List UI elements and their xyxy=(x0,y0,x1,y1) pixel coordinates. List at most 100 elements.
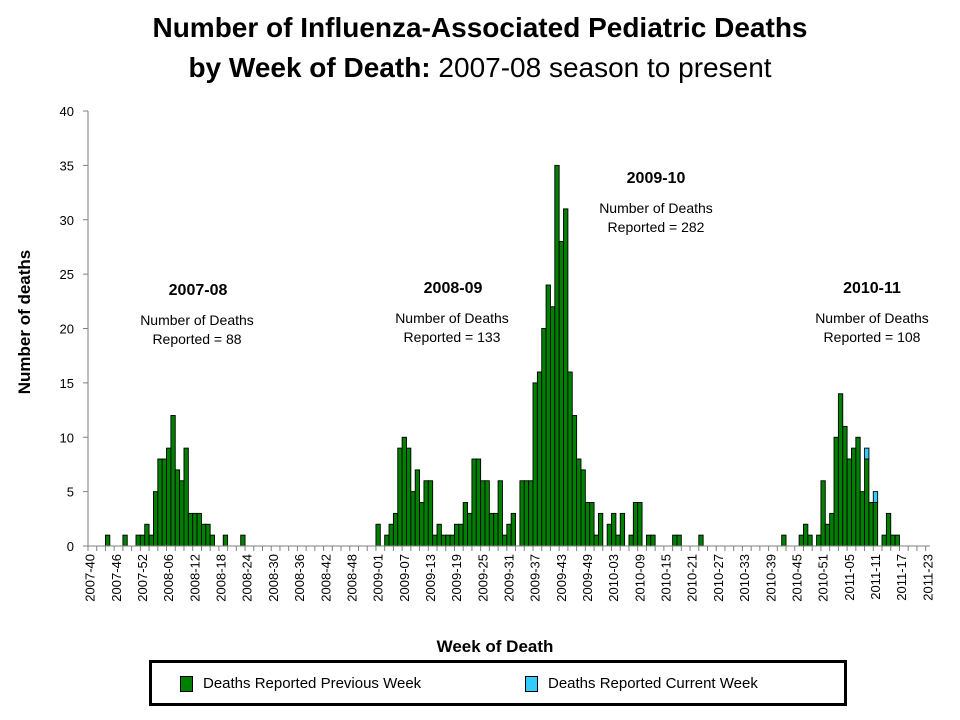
bar-previous-week xyxy=(536,371,543,547)
bar-previous-week xyxy=(506,523,512,547)
bar-previous-week xyxy=(837,393,844,547)
bar-previous-week xyxy=(480,480,486,547)
bar-previous-week xyxy=(187,512,194,547)
x-tick-label: 2010-03 xyxy=(606,554,621,602)
chart-title-line2: by Week of Death: 2007-08 season to pres… xyxy=(0,52,960,84)
bar-previous-week xyxy=(414,469,421,547)
bar-current-week xyxy=(864,447,870,460)
annotation-2010-11: 2010-11 Number of Deaths Reported = 108 xyxy=(815,280,929,345)
x-tick-label: 2008-12 xyxy=(187,554,202,602)
bar-previous-week xyxy=(846,458,852,547)
bar-previous-week xyxy=(881,534,887,547)
bar-previous-week xyxy=(122,534,128,547)
x-tick-label: 2008-48 xyxy=(344,554,359,602)
bar-previous-week xyxy=(445,534,451,547)
annotation-line2: Reported = 133 xyxy=(404,329,501,345)
bar-previous-week xyxy=(166,447,172,547)
bar-previous-week xyxy=(890,534,896,547)
x-tick-label: 2008-18 xyxy=(214,554,229,602)
legend-item-current-week: Deaths Reported Current Week xyxy=(525,675,758,692)
annotation-line2: Reported = 108 xyxy=(824,329,921,345)
annotation-line1: Number of Deaths xyxy=(599,200,713,216)
bar-previous-week xyxy=(885,512,892,547)
bar-previous-week xyxy=(436,523,442,547)
bar-previous-week xyxy=(829,512,835,547)
bar-previous-week xyxy=(619,512,626,547)
annotation-season: 2010-11 xyxy=(843,280,901,297)
bar-previous-week xyxy=(222,534,229,547)
bar-previous-week xyxy=(842,425,848,547)
x-tick-label: 2007-46 xyxy=(109,554,124,602)
x-tick-label: 2010-27 xyxy=(711,554,726,602)
x-tick-label: 2009-37 xyxy=(528,554,543,602)
x-tick-label: 2010-09 xyxy=(632,554,647,602)
bar-previous-week xyxy=(240,534,246,547)
bar-previous-week xyxy=(637,502,643,547)
annotation-season: 2008-09 xyxy=(424,280,483,297)
bar-previous-week xyxy=(872,502,879,547)
bar-previous-week xyxy=(532,382,538,547)
legend-swatch-previous-week xyxy=(180,675,193,692)
bar-previous-week xyxy=(410,491,416,547)
bar-previous-week xyxy=(523,480,530,547)
bars xyxy=(105,164,900,547)
bar-previous-week xyxy=(510,512,516,547)
bar-previous-week xyxy=(541,328,547,547)
x-tick-label: 2009-13 xyxy=(423,554,438,602)
bar-previous-week xyxy=(488,512,495,547)
x-tick-label: 2010-45 xyxy=(789,554,804,602)
x-axis: 2007-40 2007-46 2007-52 2008-06 2008-12 2008-… xyxy=(83,545,935,602)
bar-previous-week xyxy=(554,164,560,547)
x-tick-label: 2009-07 xyxy=(397,554,412,602)
bar-previous-week xyxy=(576,458,582,547)
bar-previous-week xyxy=(502,534,508,547)
bar-previous-week xyxy=(528,480,534,547)
bar-previous-week xyxy=(798,534,804,547)
bar-previous-week xyxy=(388,523,394,547)
y-axis: 0 5 10 15 20 25 30 35 40 xyxy=(60,104,89,554)
bar-previous-week xyxy=(105,534,111,547)
bar-previous-week xyxy=(563,208,569,547)
x-tick-label: 2007-52 xyxy=(135,554,150,602)
annotation-line1: Number of Deaths xyxy=(140,312,254,328)
bar-previous-week xyxy=(152,491,159,547)
x-tick-label: 2008-30 xyxy=(266,554,281,602)
bar-previous-week xyxy=(571,415,578,547)
bar-previous-week xyxy=(375,523,381,547)
bar-previous-week xyxy=(209,534,215,547)
x-tick-label: 2010-39 xyxy=(763,554,778,602)
bar-previous-week xyxy=(781,534,787,547)
annotation-line2: Reported = 282 xyxy=(608,219,705,235)
x-tick-label: 2010-15 xyxy=(659,554,674,602)
x-tick-label: 2009-49 xyxy=(580,554,595,602)
bar-previous-week xyxy=(423,480,429,547)
bar-previous-week xyxy=(645,534,652,547)
bar-previous-week xyxy=(894,534,900,547)
x-tick-label: 2009-01 xyxy=(371,554,386,602)
y-axis-title: Number of deaths xyxy=(15,250,34,395)
bar-previous-week xyxy=(454,523,460,547)
x-tick-label: 2007-40 xyxy=(83,554,98,602)
chart-title-rest: 2007-08 season to present xyxy=(430,52,772,83)
annotation-line1: Number of Deaths xyxy=(395,310,509,326)
x-tick-label: 2009-31 xyxy=(502,554,517,602)
bar-previous-week xyxy=(855,436,861,547)
bar-previous-week xyxy=(672,534,678,547)
x-tick-label: 2011-05 xyxy=(842,554,857,601)
bar-previous-week xyxy=(519,480,525,547)
x-tick-label: 2009-43 xyxy=(554,554,569,602)
bar-previous-week xyxy=(462,502,469,547)
x-tick-label: 2008-06 xyxy=(161,554,176,602)
x-tick-label: 2009-25 xyxy=(475,554,490,602)
bar-previous-week xyxy=(567,371,573,547)
bar-previous-week xyxy=(864,458,870,547)
annotation-line1: Number of Deaths xyxy=(815,310,929,326)
bar-previous-week xyxy=(196,512,202,547)
bar-previous-week xyxy=(392,512,399,547)
x-tick-label: 2011-23 xyxy=(920,554,935,601)
bar-previous-week xyxy=(144,523,150,547)
bar-previous-week xyxy=(589,502,595,547)
bar-previous-week xyxy=(851,447,857,547)
bar-previous-week xyxy=(611,512,617,547)
